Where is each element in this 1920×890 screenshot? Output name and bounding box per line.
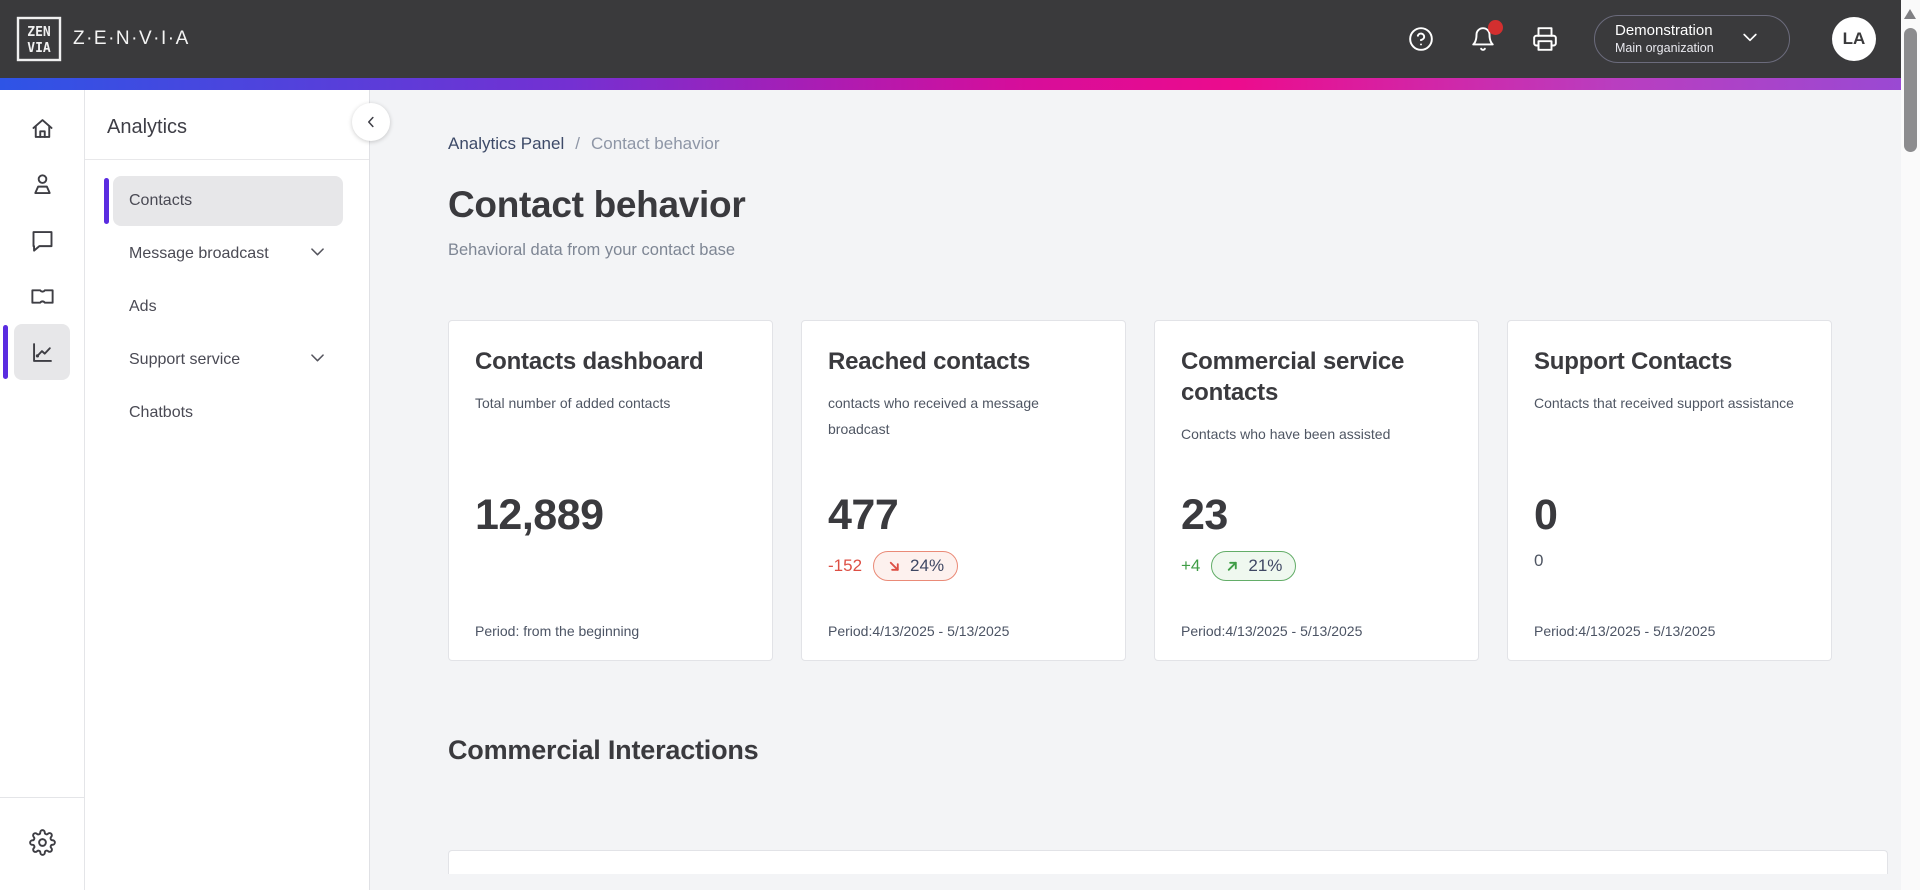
zenvia-logo-icon[interactable]: ZEN VIA	[16, 16, 62, 62]
card-delta-row: 0	[1534, 551, 1543, 571]
page-title: Contact behavior	[448, 184, 746, 225]
sidebar-item-contacts[interactable]: Contacts	[104, 176, 343, 226]
scrollbar-thumb[interactable]	[1904, 28, 1917, 152]
sidebar-title: Analytics	[107, 116, 188, 138]
bell-icon[interactable]	[1470, 20, 1503, 52]
trend-badge-down: 24%	[873, 551, 959, 581]
icon-rail	[0, 90, 85, 890]
page-subtitle: Behavioral data from your contact base	[448, 241, 736, 259]
card-contacts-dashboard: Contacts dashboard Total number of added…	[448, 320, 773, 661]
card-value: 477	[828, 491, 899, 539]
svg-text:ZEN: ZEN	[27, 25, 51, 40]
sidebar-item-label: Contacts	[129, 192, 193, 209]
card-period: Period:4/13/2025 - 5/13/2025	[1181, 623, 1363, 639]
card-value: 12,889	[475, 491, 604, 539]
organization-name: Demonstration	[1615, 21, 1713, 39]
chevron-down-icon	[308, 348, 327, 372]
organization-subtitle: Main organization	[1615, 40, 1714, 55]
card-value: 23	[1181, 491, 1228, 539]
rail-item-home[interactable]	[14, 100, 70, 156]
active-indicator-bar	[3, 325, 8, 379]
rail-item-analytics[interactable]	[3, 324, 70, 380]
delta-percent: 21%	[1248, 556, 1283, 575]
card-period: Period: from the beginning	[475, 623, 640, 639]
card-title: Contacts dashboard	[475, 348, 704, 375]
card-delta-row: -152 24%	[828, 551, 959, 581]
card-description: Total number of added contacts	[475, 395, 671, 412]
organization-switcher[interactable]: Demonstration Main organization	[1594, 15, 1790, 63]
sidebar-item-chatbots[interactable]: Chatbots	[113, 388, 343, 438]
analytics-sidebar: Analytics Contacts Message broadcast	[85, 90, 370, 890]
printer-icon[interactable]	[1532, 26, 1558, 52]
card-title: Support Contacts	[1534, 348, 1733, 375]
svg-text:VIA: VIA	[27, 41, 51, 56]
card-reached-contacts: Reached contacts contacts who received a…	[801, 320, 1126, 661]
chat-bubble-icon	[32, 230, 52, 252]
organization-text: Demonstration Main organization	[1615, 22, 1714, 56]
content-row: Analytics Contacts Message broadcast	[0, 90, 1901, 890]
breadcrumb-analytics-panel[interactable]: Analytics Panel	[448, 134, 565, 153]
person-icon	[33, 173, 51, 194]
help-icon[interactable]	[1408, 26, 1434, 52]
card-title: Reached contacts	[828, 348, 1031, 375]
sidebar-item-label: Chatbots	[129, 404, 194, 421]
gear-icon	[28, 828, 56, 856]
chevron-down-icon	[308, 242, 327, 266]
main-panel: Analytics Panel / Contact behavior Conta…	[370, 90, 1901, 890]
sidebar-collapse-button[interactable]	[352, 103, 390, 141]
rail-item-tickets[interactable]	[14, 268, 70, 324]
delta-value: +4	[1181, 556, 1201, 575]
active-indicator-bar	[104, 178, 109, 224]
user-avatar[interactable]: LA	[1832, 17, 1876, 61]
delta-percent: 24%	[910, 556, 945, 575]
sidebar-item-label: Message broadcast	[129, 245, 269, 262]
notification-dot	[1488, 20, 1503, 35]
top-bar: ZEN VIA Z·E·N·V·I·A Demonstration Main o…	[0, 0, 1901, 78]
sidebar-item-label: Ads	[129, 298, 157, 315]
sidebar-item-support-service[interactable]: Support service	[113, 335, 343, 385]
breadcrumb-current: Contact behavior	[590, 134, 720, 153]
card-support-contacts: Support Contacts Contacts that received …	[1507, 320, 1832, 661]
card-period: Period:4/13/2025 - 5/13/2025	[1534, 623, 1716, 639]
scrollbar[interactable]	[1901, 0, 1920, 890]
sidebar-item-ads[interactable]: Ads	[113, 282, 343, 332]
breadcrumb: Analytics Panel / Contact behavior	[448, 134, 1901, 154]
chevron-left-icon	[368, 116, 374, 128]
card-delta-row: +4 21%	[1181, 551, 1297, 581]
card-description: contacts who received a message broadcas…	[828, 395, 1039, 438]
sidebar-divider	[85, 159, 369, 160]
scrollbar-up-arrow[interactable]	[1904, 9, 1916, 19]
card-period: Period:4/13/2025 - 5/13/2025	[828, 623, 1010, 639]
rail-item-settings[interactable]	[14, 818, 70, 866]
section-title-commercial-interactions: Commercial Interactions	[448, 735, 759, 765]
line-chart-icon	[32, 342, 52, 362]
commercial-interactions-card-partial	[448, 850, 1888, 874]
arrow-down-right-icon	[889, 561, 899, 571]
brand-wordmark: Z·E·N·V·I·A	[73, 28, 190, 49]
card-title: Commercial service contacts	[1181, 348, 1405, 407]
sidebar-item-label: Support service	[129, 351, 241, 368]
card-description: Contacts that received support assistanc…	[1534, 395, 1794, 412]
trend-badge-up: 21%	[1211, 551, 1297, 581]
rail-bottom	[0, 797, 84, 890]
chevron-down-icon	[1740, 27, 1760, 52]
rail-item-contacts[interactable]	[14, 156, 70, 212]
ticket-icon	[30, 288, 54, 304]
kpi-cards-row: Contacts dashboard Total number of added…	[448, 320, 1901, 661]
arrow-up-right-icon	[1228, 561, 1238, 571]
sidebar-item-message-broadcast[interactable]: Message broadcast	[113, 229, 343, 279]
home-icon	[32, 118, 52, 138]
breadcrumb-separator: /	[575, 134, 580, 153]
brand-gradient-bar	[0, 78, 1901, 90]
card-commercial-service-contacts: Commercial service contacts Contacts who…	[1154, 320, 1479, 661]
rail-item-conversations[interactable]	[14, 212, 70, 268]
card-value: 0	[1534, 491, 1558, 539]
card-description: Contacts who have been assisted	[1181, 426, 1391, 443]
sidebar-menu: Contacts Message broadcast Ads Support s…	[85, 160, 369, 438]
delta-value: -152	[828, 556, 863, 575]
delta-value: 0	[1534, 551, 1544, 570]
